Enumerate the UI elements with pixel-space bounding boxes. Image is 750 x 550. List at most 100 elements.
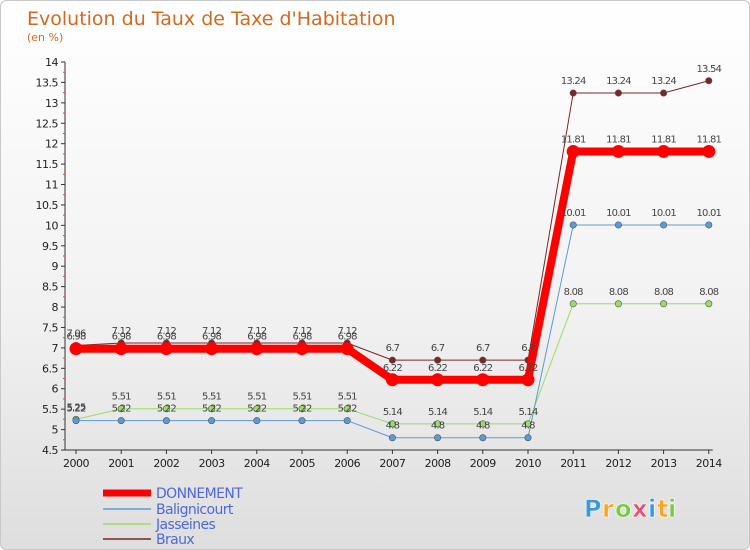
data-label: 6.22 <box>473 363 493 374</box>
data-point <box>705 300 713 308</box>
data-point <box>434 434 442 442</box>
data-point <box>434 420 442 428</box>
data-label: 7.12 <box>338 326 358 337</box>
data-point <box>208 405 216 413</box>
data-label: 11.81 <box>696 134 721 145</box>
data-label: 7.06 <box>66 328 86 339</box>
data-point <box>340 342 354 356</box>
x-tick-label: 2014 <box>696 457 722 470</box>
logo-letter: i <box>668 495 676 523</box>
data-label: 5.51 <box>292 392 312 403</box>
data-label: 10.01 <box>651 208 676 219</box>
data-label: 5.51 <box>157 392 177 403</box>
data-point <box>295 342 309 356</box>
data-label: 5.14 <box>518 407 538 418</box>
data-label: 11.81 <box>561 134 586 145</box>
logo-letter: P <box>584 495 602 523</box>
data-label: 8.08 <box>609 287 629 298</box>
data-label: 5.51 <box>112 392 132 403</box>
data-label: 7.12 <box>247 326 267 337</box>
y-tick-label: 7.5 <box>42 321 58 334</box>
data-point <box>298 405 306 413</box>
y-tick-label: 6.5 <box>42 362 58 375</box>
series-line-braux <box>75 80 710 361</box>
data-labels: 7.06 7.12 7.12 7.12 7.12 7.12 7.12 6.7 6.7 6.7 6.7… <box>66 64 722 432</box>
data-point <box>566 144 580 158</box>
data-point <box>569 89 577 97</box>
data-label: 8.08 <box>654 287 674 298</box>
y-tick-label: 4.5 <box>42 444 58 457</box>
data-point <box>114 342 128 356</box>
data-point <box>614 300 622 308</box>
data-label: 4.8 <box>386 421 400 432</box>
data-label: 6.98 <box>66 332 86 343</box>
data-point <box>569 300 577 308</box>
data-point <box>705 221 713 229</box>
data-point <box>479 356 487 364</box>
data-label: 11.81 <box>651 134 676 145</box>
data-label: 6.7 <box>431 343 445 354</box>
x-tick-label: 2010 <box>515 457 541 470</box>
x-tick-label: 2011 <box>560 457 586 470</box>
y-tick-label: 14 <box>45 56 58 69</box>
data-label: 10.01 <box>561 208 586 219</box>
axes: 4.5 5 5.5 6 6.5 7 7.5 8 8.5 9 9.5 10 10.5 11 11.5 12 12.… <box>36 56 723 470</box>
data-point <box>611 144 625 158</box>
data-label: 5.14 <box>383 407 403 418</box>
data-point <box>521 373 535 387</box>
data-label: 6.98 <box>157 332 177 343</box>
data-point <box>660 89 668 97</box>
data-label: 5.22 <box>66 404 86 415</box>
data-point <box>702 144 716 158</box>
x-tick-label: 2008 <box>425 457 451 470</box>
data-label: 6.98 <box>338 332 358 343</box>
data-point <box>253 417 261 425</box>
data-label: 6.22 <box>383 363 403 374</box>
data-label: 7.12 <box>202 326 222 337</box>
x-tick-label: 2001 <box>108 457 134 470</box>
x-tick-label: 2005 <box>289 457 315 470</box>
data-point <box>205 342 219 356</box>
data-label: 6.98 <box>292 332 312 343</box>
data-point <box>431 373 445 387</box>
data-label: 5.22 <box>247 404 267 415</box>
data-point <box>660 221 668 229</box>
logo-letter: o <box>615 495 632 523</box>
data-point <box>476 373 490 387</box>
data-point <box>657 144 671 158</box>
data-point <box>117 405 125 413</box>
data-point <box>479 420 487 428</box>
y-tick-label: 5.5 <box>42 403 58 416</box>
data-label: 13.24 <box>651 76 676 87</box>
data-point <box>298 417 306 425</box>
data-point <box>385 373 399 387</box>
data-point <box>388 434 396 442</box>
data-point <box>343 405 351 413</box>
data-point <box>434 356 442 364</box>
y-tick-label: 9.5 <box>42 240 58 253</box>
data-label: 5.14 <box>473 407 493 418</box>
y-tick-label: 11.5 <box>36 158 59 171</box>
data-point <box>479 434 487 442</box>
x-tick-label: 2002 <box>153 457 179 470</box>
legend-label: Jasseines <box>155 517 215 533</box>
y-tick-label: 8.5 <box>42 281 58 294</box>
data-point <box>117 417 125 425</box>
data-label: 4.8 <box>431 421 445 432</box>
data-label: 5.22 <box>292 404 312 415</box>
y-tick-label: 10 <box>45 219 58 232</box>
x-tick-label: 2006 <box>334 457 360 470</box>
x-tick-label: 2007 <box>379 457 405 470</box>
data-label: 4.8 <box>521 421 535 432</box>
data-point <box>69 342 83 356</box>
data-label: 10.01 <box>606 208 631 219</box>
data-label: 7.12 <box>112 326 132 337</box>
data-point <box>253 405 261 413</box>
data-label: 4.8 <box>476 421 490 432</box>
data-label: 5.22 <box>112 404 132 415</box>
data-label: 5.22 <box>202 404 222 415</box>
data-label: 8.08 <box>564 287 584 298</box>
